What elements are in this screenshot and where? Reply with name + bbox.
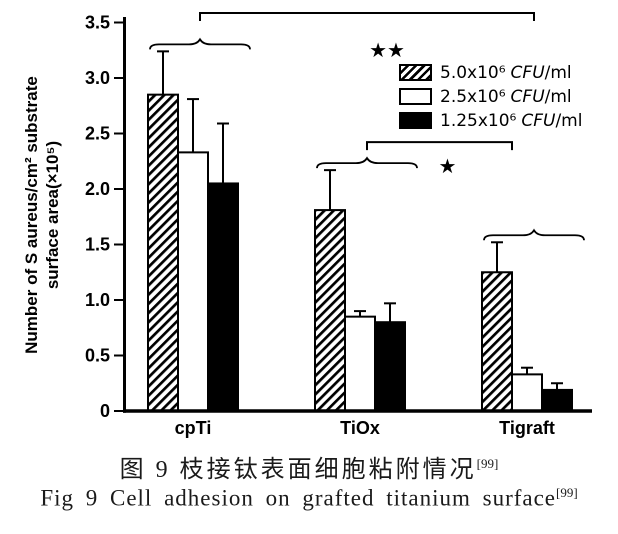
bar-Tigraft-series0: [481, 271, 513, 412]
y-tick-label: 0.5: [85, 346, 110, 366]
y-tick-label: 2.5: [85, 124, 110, 144]
y-axis-title-line1: Number of S aureus/cm² substrate: [22, 76, 41, 354]
bar-cpTi-series2: [207, 182, 239, 412]
y-tick-label: 3.5: [85, 13, 110, 33]
legend-per: /ml: [544, 62, 572, 83]
bar-TiOx-series2: [374, 321, 406, 413]
legend-label: 1.25x10⁶ CFU/ml: [440, 111, 582, 131]
caption-english: Fig 9 Cell adhesion on grafted titanium …: [0, 485, 618, 512]
legend-swatch-hatched-icon: [399, 64, 432, 81]
caption-english-text: Fig 9 Cell adhesion on grafted titanium …: [40, 485, 557, 511]
legend: 5.0x10⁶ CFU/ml 2.5x10⁶ CFU/ml 1.25x10⁶ CFU/…: [399, 63, 582, 136]
caption-chinese-text: 图 9 枝接钛表面细胞粘附情况: [119, 457, 477, 483]
legend-swatch-open-icon: [399, 88, 432, 105]
legend-label: 2.5x10⁶ CFU/ml: [440, 87, 572, 107]
y-tick-label: 3.0: [85, 68, 110, 88]
significance-bracket-1: [366, 141, 513, 151]
x-category-label-Tigraft: Tigraft: [499, 418, 555, 438]
bar-cpTi-series1: [177, 151, 209, 412]
bar-Tigraft-series1: [511, 373, 543, 412]
y-tick-label: 2.0: [85, 179, 110, 199]
bar-cpTi-series0: [147, 93, 179, 413]
caption-english-ref: [99]: [556, 485, 578, 500]
legend-per: /ml: [544, 86, 572, 107]
group-brace-cpTi: [149, 37, 251, 50]
legend-per: /ml: [555, 110, 583, 131]
legend-label: 5.0x10⁶ CFU/ml: [440, 63, 572, 83]
legend-cfu: CFU: [510, 62, 545, 83]
y-tick-label: 1.0: [85, 290, 110, 310]
significance-stars-0: ★★: [369, 38, 405, 62]
bar-TiOx-series1: [344, 315, 376, 412]
legend-swatch-filled-icon: [399, 112, 432, 129]
legend-item-1-25e6: 1.25x10⁶ CFU/ml: [399, 111, 582, 131]
legend-item-5e6: 5.0x10⁶ CFU/ml: [399, 63, 582, 83]
y-axis-title: Number of S aureus/cm² substrate surface…: [21, 76, 63, 354]
caption-chinese: 图 9 枝接钛表面细胞粘附情况[99]: [0, 449, 618, 484]
significance-bracket-0: [199, 12, 535, 21]
caption-chinese-ref: [99]: [476, 456, 499, 471]
legend-item-2-5e6: 2.5x10⁶ CFU/ml: [399, 87, 582, 107]
legend-conc: 1.25x10⁶: [440, 110, 517, 131]
bar-Tigraft-series2: [541, 388, 573, 413]
x-category-label-TiOx: TiOx: [340, 418, 380, 438]
x-category-label-cpTi: cpTi: [175, 418, 212, 438]
significance-stars-1: ★: [439, 154, 457, 178]
group-brace-TiOx: [316, 156, 418, 169]
y-tick-label: 1.5: [85, 235, 110, 255]
y-tick-label: 0: [100, 401, 110, 421]
legend-conc: 5.0x10⁶: [440, 62, 506, 83]
legend-cfu: CFU: [510, 86, 545, 107]
y-axis-title-line2: surface area(×10⁵): [43, 140, 62, 290]
legend-conc: 2.5x10⁶: [440, 86, 506, 107]
group-brace-Tigraft: [483, 228, 585, 241]
bar-TiOx-series0: [314, 209, 346, 412]
legend-cfu: CFU: [521, 110, 556, 131]
